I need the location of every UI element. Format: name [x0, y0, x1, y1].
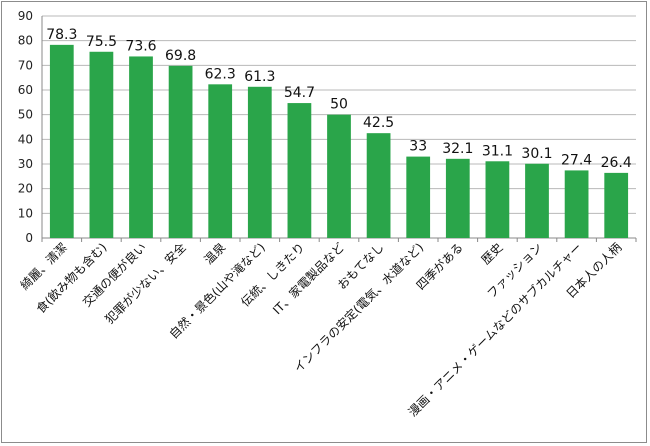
category-label: 歴史 [479, 240, 506, 267]
bar [129, 56, 153, 238]
data-label: 27.4 [561, 152, 592, 168]
data-label: 78.3 [46, 27, 77, 43]
bar [287, 103, 312, 238]
category-label: 温泉 [201, 240, 228, 267]
data-label: 73.6 [125, 38, 156, 54]
bar [208, 84, 233, 239]
y-tick-label: 50 [18, 108, 33, 122]
y-tick-label: 70 [18, 58, 33, 72]
y-tick-label: 60 [18, 83, 33, 97]
data-label: 30.1 [521, 146, 552, 162]
data-label: 75.5 [86, 34, 117, 50]
bar [168, 65, 193, 239]
category-label: IT、家電製品など [269, 240, 347, 318]
bar [49, 44, 74, 238]
y-tick-label: 90 [18, 9, 33, 23]
data-label: 62.3 [205, 66, 236, 82]
bar [406, 156, 431, 238]
y-tick-label: 40 [18, 132, 33, 146]
data-label: 54.7 [284, 85, 315, 101]
bar [445, 158, 470, 238]
y-tick-label: 10 [18, 206, 33, 220]
bar [366, 133, 391, 238]
y-tick-label: 20 [18, 182, 33, 196]
y-tick-label: 30 [18, 157, 33, 171]
bar [525, 163, 549, 238]
data-label: 42.5 [363, 115, 394, 131]
bar [604, 172, 629, 238]
bar [564, 170, 589, 238]
data-label: 32.1 [442, 141, 473, 157]
data-label: 61.3 [244, 69, 275, 85]
y-tick-label: 0 [25, 231, 33, 245]
data-label: 69.8 [165, 48, 196, 64]
bar [247, 86, 272, 238]
y-tick-label: 80 [18, 34, 33, 48]
bar [485, 161, 510, 238]
bar [89, 51, 114, 239]
category-label: 食(飲み物も含む) [33, 240, 110, 317]
data-label: 50 [330, 97, 348, 113]
bar [327, 114, 351, 238]
data-label: 31.1 [482, 143, 513, 159]
data-label: 33 [409, 139, 427, 155]
data-label: 26.4 [601, 155, 632, 171]
